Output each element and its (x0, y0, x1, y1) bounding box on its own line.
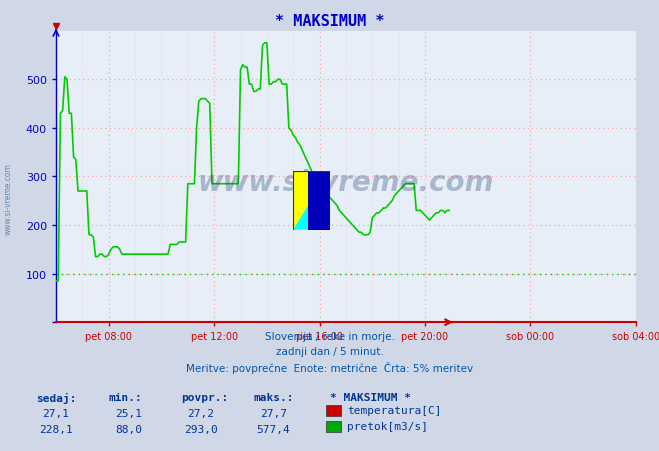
Text: 25,1: 25,1 (115, 408, 142, 418)
Text: 27,7: 27,7 (260, 408, 287, 418)
Polygon shape (308, 171, 330, 230)
Text: * MAKSIMUM *: * MAKSIMUM * (330, 392, 411, 402)
Text: 293,0: 293,0 (184, 424, 218, 434)
Text: www.si-vreme.com: www.si-vreme.com (198, 169, 494, 197)
Text: zadnji dan / 5 minut.: zadnji dan / 5 minut. (275, 346, 384, 356)
Text: 27,2: 27,2 (188, 408, 214, 418)
Text: * MAKSIMUM *: * MAKSIMUM * (275, 14, 384, 28)
Text: temperatura[C]: temperatura[C] (347, 405, 442, 415)
Polygon shape (293, 171, 330, 230)
Text: 228,1: 228,1 (39, 424, 73, 434)
Text: 27,1: 27,1 (43, 408, 69, 418)
Text: Meritve: povprečne  Enote: metrične  Črta: 5% meritev: Meritve: povprečne Enote: metrične Črta:… (186, 361, 473, 373)
Text: sedaj:: sedaj: (36, 392, 76, 403)
Text: min.:: min.: (109, 392, 142, 402)
Text: maks.:: maks.: (254, 392, 294, 402)
Text: povpr.:: povpr.: (181, 392, 229, 402)
Polygon shape (293, 171, 330, 230)
Text: www.si-vreme.com: www.si-vreme.com (4, 162, 13, 235)
Text: 88,0: 88,0 (115, 424, 142, 434)
Text: pretok[m3/s]: pretok[m3/s] (347, 421, 428, 431)
Text: 577,4: 577,4 (256, 424, 291, 434)
Text: Slovenija / reke in morje.: Slovenija / reke in morje. (264, 331, 395, 341)
